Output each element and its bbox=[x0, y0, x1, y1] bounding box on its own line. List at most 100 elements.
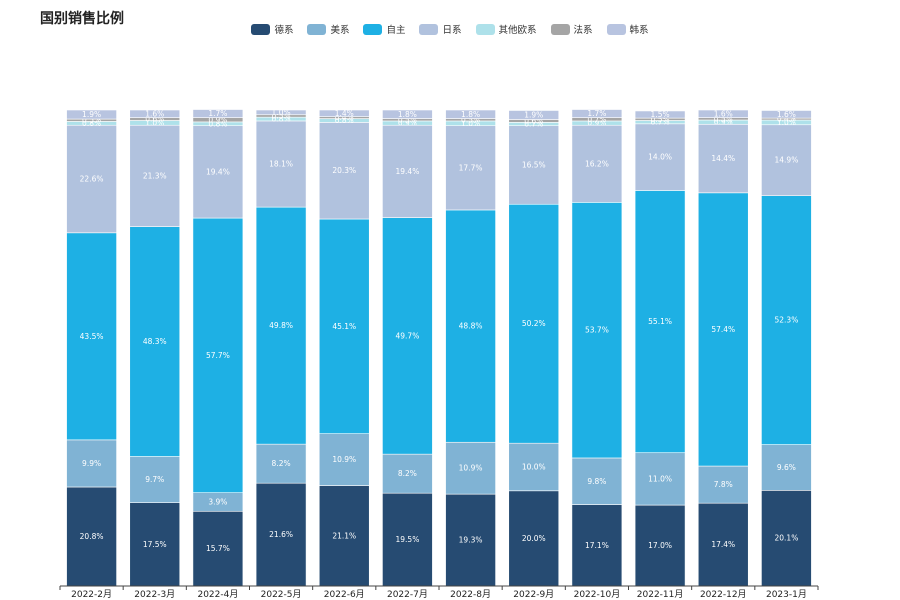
bar-segment[interactable] bbox=[255, 482, 307, 587]
bar-segment[interactable] bbox=[382, 109, 433, 119]
bar-segment[interactable] bbox=[192, 510, 244, 587]
bar-segment[interactable] bbox=[66, 109, 117, 120]
bar-segment[interactable] bbox=[697, 123, 749, 194]
bar-segment[interactable] bbox=[571, 504, 623, 587]
legend-item-french[interactable]: 法系 bbox=[550, 22, 593, 36]
bar-segment[interactable] bbox=[129, 456, 181, 504]
bar-segment[interactable] bbox=[697, 109, 749, 118]
bar-segment[interactable] bbox=[761, 110, 812, 119]
legend-item-korean[interactable]: 韩系 bbox=[606, 22, 649, 36]
data-label: 1.0% bbox=[145, 118, 164, 127]
data-label: 10.9% bbox=[332, 455, 356, 464]
bar-segment[interactable] bbox=[571, 202, 623, 459]
data-label: 16.5% bbox=[522, 160, 546, 169]
bar-segment[interactable] bbox=[445, 109, 496, 119]
bar-segment[interactable] bbox=[318, 433, 370, 486]
data-label: 0.5% bbox=[272, 111, 291, 120]
bar-segment[interactable] bbox=[255, 443, 307, 484]
data-label: 19.4% bbox=[206, 167, 230, 176]
legend-label: 日系 bbox=[442, 25, 462, 36]
data-label: 21.1% bbox=[332, 531, 356, 540]
bar-segment[interactable] bbox=[382, 453, 433, 494]
data-label: 57.7% bbox=[206, 351, 230, 360]
chart-title: 国别销售比例 bbox=[40, 11, 124, 27]
data-label: 0.8% bbox=[335, 116, 354, 125]
bar-segment[interactable] bbox=[129, 124, 181, 227]
bar-segment[interactable] bbox=[634, 452, 686, 506]
data-label: 1.9% bbox=[524, 110, 543, 119]
x-tick-label: 2022-12月 bbox=[700, 589, 747, 600]
bar-segment[interactable] bbox=[66, 124, 117, 234]
bar-segment[interactable] bbox=[634, 110, 686, 119]
data-label: 0.5% bbox=[398, 115, 417, 124]
data-label: 50.2% bbox=[522, 319, 546, 328]
data-label: 0.9% bbox=[398, 119, 417, 128]
data-label: 1.4% bbox=[335, 109, 354, 118]
legend-item-american[interactable]: 美系 bbox=[307, 22, 349, 36]
bar-segment[interactable] bbox=[192, 125, 244, 219]
data-label: 0.8% bbox=[208, 119, 227, 128]
bar-segment[interactable] bbox=[634, 504, 686, 587]
data-label: 1.7% bbox=[208, 109, 227, 118]
bar-segment[interactable] bbox=[634, 190, 686, 454]
x-tick-label: 2022-8月 bbox=[450, 589, 491, 600]
bar-segment[interactable] bbox=[445, 125, 496, 211]
data-label: 8.2% bbox=[272, 459, 291, 468]
data-label: 53.7% bbox=[585, 326, 609, 335]
bar-segment[interactable] bbox=[382, 124, 433, 218]
bar-segment[interactable] bbox=[382, 217, 433, 455]
bar-segment[interactable] bbox=[761, 444, 812, 491]
data-label: 1.0% bbox=[777, 118, 796, 127]
bar-segment[interactable] bbox=[508, 490, 560, 587]
bar-segment[interactable] bbox=[192, 217, 244, 494]
bar-segment[interactable] bbox=[761, 195, 812, 445]
data-label: 0.6% bbox=[145, 115, 164, 124]
data-label: 9.8% bbox=[587, 477, 606, 486]
bar-segment[interactable] bbox=[761, 124, 812, 196]
legend-item-german[interactable]: 德系 bbox=[251, 22, 293, 36]
legend-item-japanese[interactable]: 日系 bbox=[419, 22, 462, 36]
bar-segment[interactable] bbox=[66, 439, 117, 488]
chart-legend: 德系 美系 自主 日系 其他欧系 法系 韩系 bbox=[0, 22, 900, 36]
data-label: 0.5% bbox=[82, 116, 101, 125]
x-tick-label: 2022-11月 bbox=[637, 589, 684, 600]
data-label: 0.7% bbox=[651, 118, 670, 127]
legend-label: 韩系 bbox=[629, 25, 649, 36]
bar-segment[interactable] bbox=[66, 232, 117, 441]
legend-label: 法系 bbox=[573, 25, 593, 36]
bar-segment[interactable] bbox=[571, 109, 623, 118]
bar-segment[interactable] bbox=[129, 109, 181, 118]
bar-segment[interactable] bbox=[697, 192, 749, 467]
bar-segment[interactable] bbox=[129, 502, 181, 587]
bar-segment[interactable] bbox=[318, 122, 370, 220]
bar-segment[interactable] bbox=[508, 110, 560, 120]
legend-item-domestic[interactable]: 自主 bbox=[363, 22, 405, 36]
bar-segment[interactable] bbox=[571, 124, 623, 203]
bar-segment[interactable] bbox=[255, 206, 307, 445]
bar-segment[interactable] bbox=[508, 203, 560, 444]
bar-segment[interactable] bbox=[318, 109, 370, 117]
bar-segment[interactable] bbox=[192, 109, 244, 118]
bar-segment[interactable] bbox=[697, 502, 749, 587]
bar-segment[interactable] bbox=[255, 120, 307, 208]
data-label: 1.8% bbox=[398, 110, 417, 119]
legend-swatch bbox=[251, 23, 271, 35]
bar-segment[interactable] bbox=[255, 109, 307, 116]
x-tick-label: 2022-2月 bbox=[71, 589, 112, 600]
x-tick-label: 2023-1月 bbox=[766, 589, 807, 600]
data-label: 15.7% bbox=[206, 544, 230, 553]
bar-segment[interactable] bbox=[634, 123, 686, 191]
data-label: 49.7% bbox=[396, 331, 420, 340]
bar-segment[interactable] bbox=[318, 485, 370, 587]
data-label: 1.7% bbox=[587, 109, 606, 118]
data-label: 3.9% bbox=[208, 497, 227, 506]
bar-segment[interactable] bbox=[318, 218, 370, 434]
data-label: 0.9% bbox=[587, 119, 606, 128]
bar-segment[interactable] bbox=[508, 442, 560, 492]
data-label: 52.3% bbox=[775, 316, 799, 325]
bar-segment[interactable] bbox=[445, 493, 496, 587]
bar-segment[interactable] bbox=[129, 226, 181, 457]
bar-segment[interactable] bbox=[445, 441, 496, 495]
legend-label: 美系 bbox=[330, 25, 350, 36]
legend-item-other-european[interactable]: 其他欧系 bbox=[475, 22, 537, 36]
